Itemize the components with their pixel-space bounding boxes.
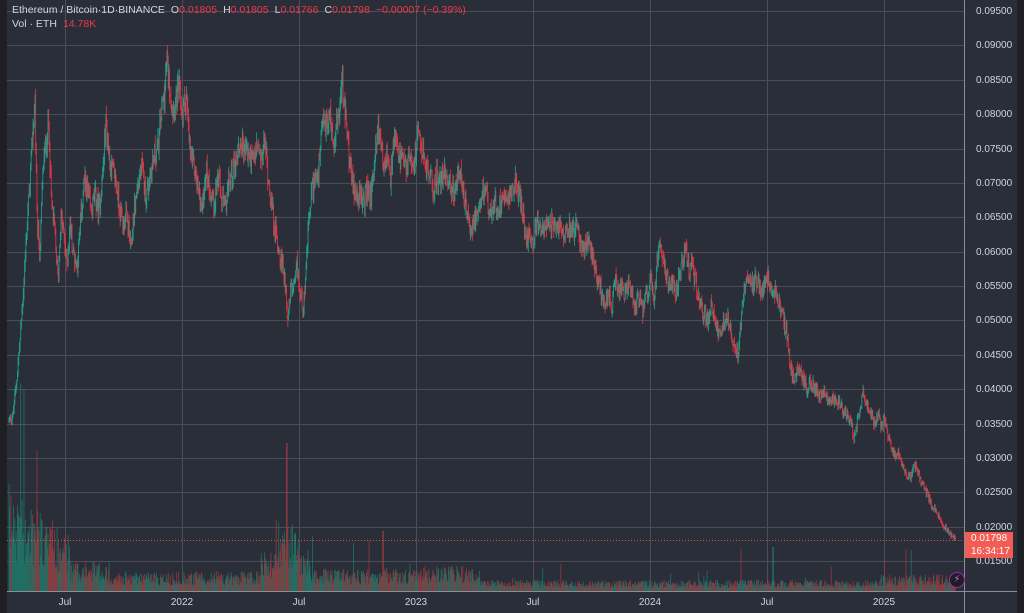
time-tick: Jul	[526, 597, 540, 608]
volume-bars	[8, 383, 956, 591]
price-tick: 0.08000	[976, 108, 1013, 120]
volume-label[interactable]: Vol · ETH	[12, 18, 57, 30]
high-value: 0.01805	[230, 4, 269, 16]
price-tick: 0.01500	[976, 555, 1013, 567]
change-value: −0.00007 (−0.39%)	[376, 4, 466, 16]
price-tick: 0.09500	[976, 5, 1013, 17]
exchange: BINANCE	[118, 4, 165, 16]
last-price: 0.01798	[971, 533, 1008, 544]
symbol-name[interactable]: Ethereum / Bitcoin	[12, 4, 98, 16]
price-tick: 0.03000	[976, 452, 1013, 464]
price-tick: 0.02000	[976, 521, 1013, 533]
bar-countdown: 16:34:17	[971, 545, 1010, 557]
time-tick: 2024	[638, 597, 662, 608]
price-tick: 0.04000	[976, 383, 1013, 395]
price-tick: 0.08500	[976, 74, 1013, 86]
price-tick: 0.04500	[976, 349, 1013, 361]
low-value: 0.01766	[280, 4, 319, 16]
open-value: 0.01805	[179, 4, 218, 16]
price-tick: 0.03500	[976, 418, 1013, 430]
time-tick: Jul	[292, 597, 306, 608]
price-tick: 0.07500	[976, 143, 1013, 155]
legend-volume-row: Vol · ETH 14.78K	[12, 17, 466, 31]
price-tick: 0.05000	[976, 314, 1013, 326]
price-tick: 0.07000	[976, 177, 1013, 189]
interval[interactable]: 1D	[101, 4, 115, 16]
volume-value: 14.78K	[62, 18, 97, 30]
price-tick: 0.09000	[976, 39, 1013, 51]
price-tick: 0.06000	[976, 246, 1013, 258]
price-tick: 0.06500	[976, 211, 1013, 223]
time-tick: 2023	[404, 597, 428, 608]
time-tick: 2022	[170, 597, 194, 608]
legend: Ethereum / Bitcoin · 1D · BINANCE O 0.018…	[12, 3, 466, 31]
time-tick: 2025	[872, 597, 896, 608]
time-tick: Jul	[760, 597, 774, 608]
right-edge	[1017, 0, 1024, 613]
legend-main-row: Ethereum / Bitcoin · 1D · BINANCE O 0.018…	[12, 4, 466, 16]
lightning-icon[interactable]: ⚡	[949, 572, 965, 588]
price-tick: 0.05500	[976, 280, 1013, 292]
time-tick: Jul	[58, 597, 72, 608]
close-value: 0.01798	[332, 4, 370, 16]
price-tick: 0.02500	[976, 486, 1013, 498]
candles	[8, 45, 956, 542]
last-price-tag: 0.01798 16:34:17	[965, 532, 1013, 558]
